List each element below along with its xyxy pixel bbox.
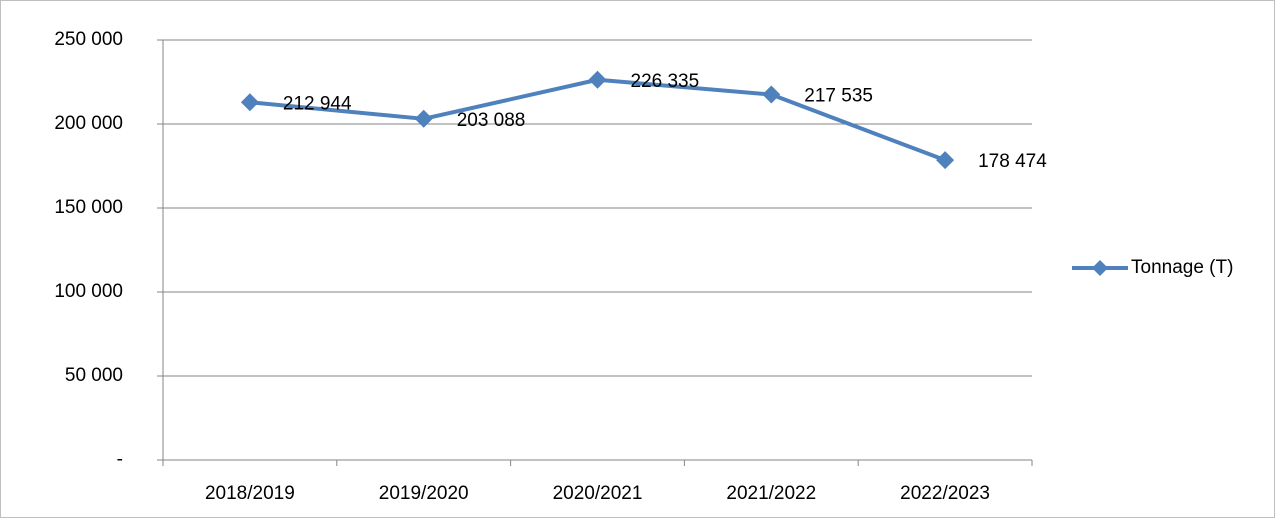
y-tick-label: 250 000 (54, 29, 123, 50)
x-tick-label: 2018/2019 (205, 483, 295, 504)
legend-label: Tonnage (T) (1131, 257, 1233, 278)
data-point (588, 70, 607, 89)
data-label: 226 335 (631, 71, 700, 92)
data-label: 217 535 (804, 86, 873, 107)
data-point (240, 93, 259, 112)
x-tick-label: 2021/2022 (726, 483, 816, 504)
y-tick-label: 100 000 (54, 281, 123, 302)
legend-marker (1092, 260, 1108, 276)
data-label: 212 944 (283, 93, 352, 114)
y-tick-label: 50 000 (65, 365, 123, 386)
data-point (414, 109, 433, 128)
y-tick-label: 150 000 (54, 197, 123, 218)
x-tick-label: 2019/2020 (379, 483, 469, 504)
data-label: 203 088 (457, 110, 526, 131)
x-tick-label: 2022/2023 (900, 483, 990, 504)
data-point (936, 151, 955, 170)
y-tick-label: - (117, 449, 123, 470)
data-label: 178 474 (978, 151, 1047, 172)
y-tick-label: 200 000 (54, 113, 123, 134)
x-tick-label: 2020/2021 (553, 483, 643, 504)
data-point (762, 85, 781, 104)
